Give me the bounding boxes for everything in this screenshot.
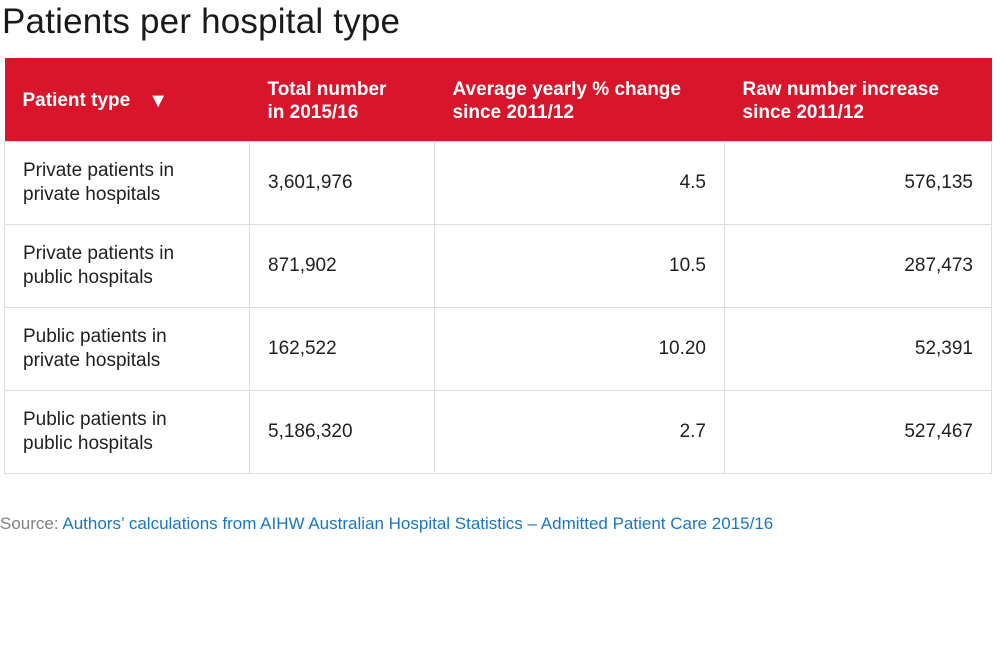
header-total-number[interactable]: Total number in 2015/16 <box>250 58 435 141</box>
row-label-line1: Public patients in <box>23 325 167 347</box>
header-patient-type-label: Patient type <box>22 90 131 112</box>
header-total-line2: in 2015/16 <box>267 102 359 124</box>
cell-total: 162,522 <box>249 306 435 391</box>
sort-down-icon[interactable]: ▼ <box>148 90 168 113</box>
source-prefix: Source: <box>0 514 63 533</box>
cell-total: 871,902 <box>249 223 435 308</box>
row-label: Public patients in public hospitals <box>4 389 250 474</box>
header-row: Patient type ▼ Total number in 2015/16 Av… <box>4 58 992 141</box>
cell-average-change: 10.5 <box>434 223 725 308</box>
table-header: Patient type ▼ Total number in 2015/16 Av… <box>4 58 992 141</box>
row-label-line2: public hospitals <box>23 432 153 454</box>
cell-raw-increase: 576,135 <box>724 140 992 225</box>
cell-raw-increase: 52,391 <box>724 306 992 391</box>
header-total-line1: Total number <box>267 79 387 101</box>
row-label: Public patients in private hospitals <box>4 306 250 391</box>
source-link[interactable]: Authors’ calculations from AIHW Australi… <box>62 514 774 533</box>
cell-raw-increase: 527,467 <box>724 389 992 474</box>
data-table: Patient type ▼ Total number in 2015/16 Av… <box>4 58 992 474</box>
row-label: Private patients in public hospitals <box>4 223 250 308</box>
row-label-line2: private hospitals <box>23 349 161 371</box>
header-average-change[interactable]: Average yearly % change since 2011/12 <box>435 58 725 141</box>
cell-total: 5,186,320 <box>249 389 435 474</box>
table-body: Private patients in private hospitals 3,… <box>4 140 992 474</box>
cell-average-change: 2.7 <box>434 389 725 474</box>
header-raw-line2: since 2011/12 <box>742 102 865 124</box>
cell-average-change: 4.5 <box>434 140 725 225</box>
row-label-line2: public hospitals <box>23 266 153 288</box>
table-row: Public patients in public hospitals 5,18… <box>4 389 992 474</box>
cell-average-change: 10.20 <box>434 306 725 391</box>
header-average-line2: since 2011/12 <box>452 102 575 124</box>
row-label-line1: Private patients in <box>23 242 175 264</box>
source-note: Source: Authors’ calculations from AIHW … <box>0 514 773 534</box>
header-patient-type[interactable]: Patient type ▼ <box>5 58 250 141</box>
cell-raw-increase: 287,473 <box>724 223 992 308</box>
cell-total: 3,601,976 <box>249 140 435 225</box>
table-row: Public patients in private hospitals 162… <box>4 306 992 391</box>
header-raw-line1: Raw number increase <box>742 79 939 101</box>
page-title: Patients per hospital type <box>2 2 401 41</box>
row-label-line2: private hospitals <box>23 183 161 205</box>
table-row: Private patients in private hospitals 3,… <box>4 140 992 225</box>
header-average-line1: Average yearly % change <box>452 79 681 101</box>
table-row: Private patients in public hospitals 871… <box>4 223 992 308</box>
row-label-line1: Private patients in <box>23 159 175 181</box>
row-label-line1: Public patients in <box>23 408 167 430</box>
row-label: Private patients in private hospitals <box>4 140 250 225</box>
header-raw-increase[interactable]: Raw number increase since 2011/12 <box>725 58 992 141</box>
